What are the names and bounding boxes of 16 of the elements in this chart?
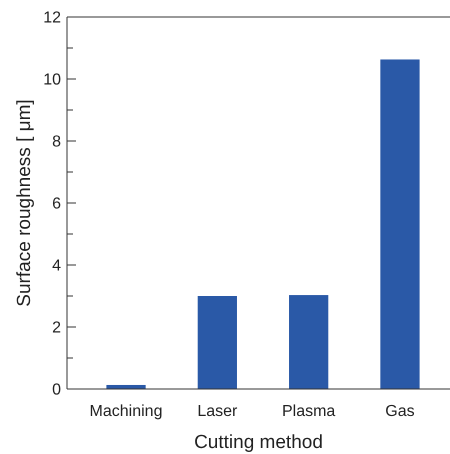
bar <box>198 296 237 389</box>
y-tick-label: 0 <box>52 382 62 399</box>
bar <box>380 59 420 389</box>
x-tick-label: Gas <box>385 403 415 420</box>
x-axis-title: Cutting method <box>194 432 323 453</box>
y-tick-label: 12 <box>43 10 62 27</box>
y-axis-title: Surface roughness [ μm] <box>14 99 35 307</box>
x-tick-label: Laser <box>197 403 238 420</box>
x-tick-label: Plasma <box>282 403 336 420</box>
x-tick-label: Machining <box>90 403 162 420</box>
y-tick-label: 8 <box>52 134 62 151</box>
y-tick-label: 4 <box>52 258 62 275</box>
bar <box>289 295 328 389</box>
y-tick-label: 2 <box>52 320 62 337</box>
y-tick-label: 10 <box>43 72 62 89</box>
y-tick-label: 6 <box>52 196 62 213</box>
